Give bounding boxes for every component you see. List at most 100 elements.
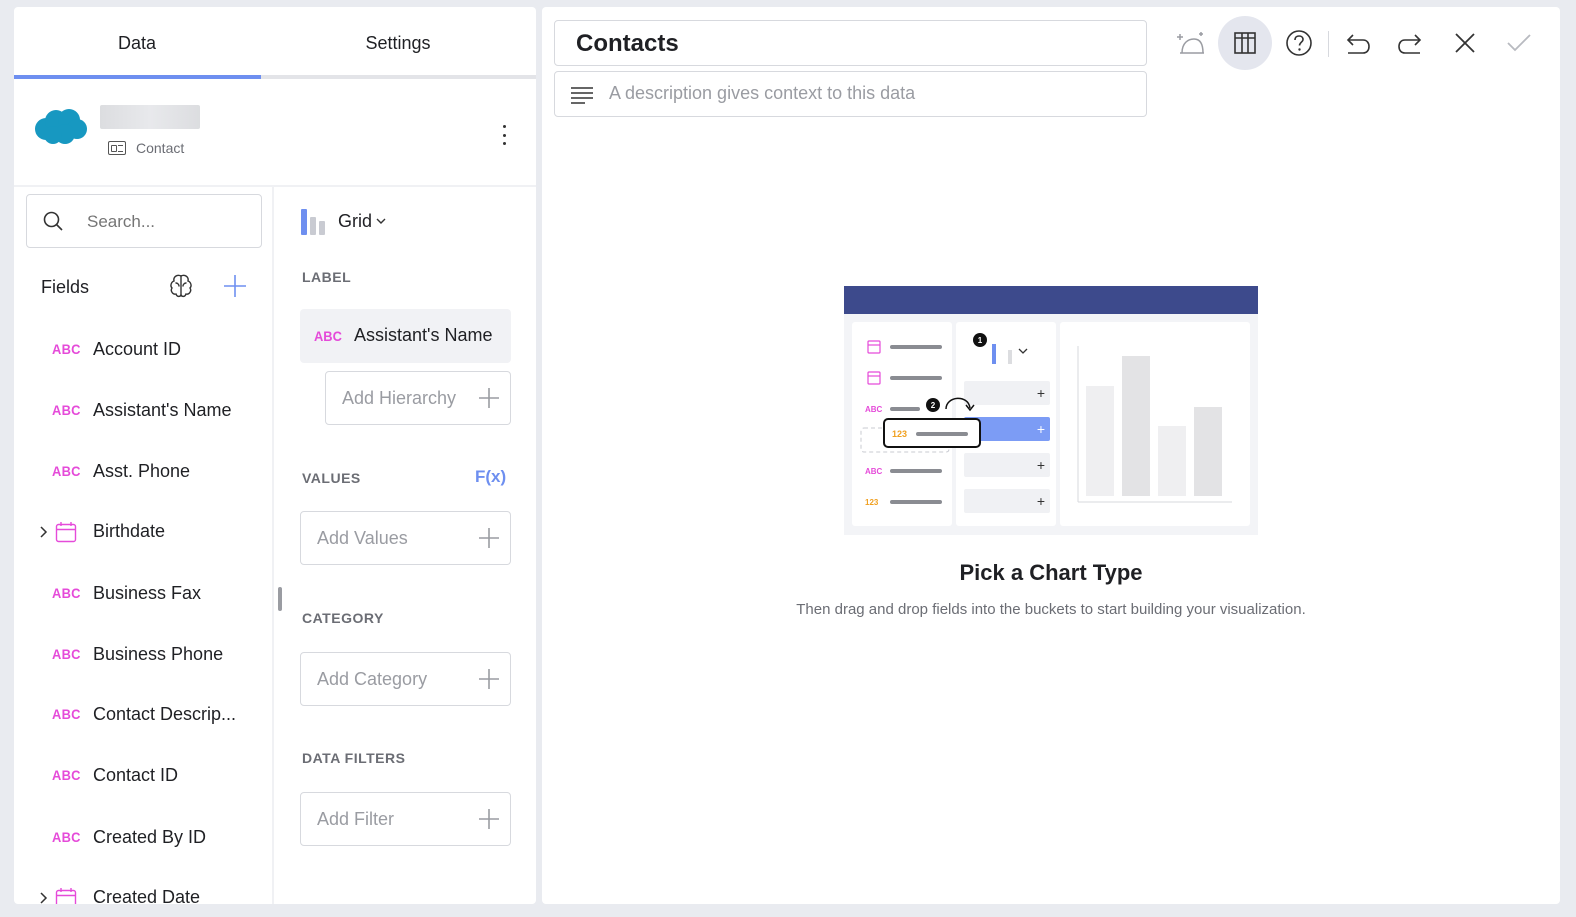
visualization-selector[interactable]: Grid (338, 211, 373, 231)
field-search[interactable] (26, 194, 262, 248)
bucket-field-label: Assistant's Name (354, 325, 493, 345)
field-label: Created Date (93, 887, 201, 904)
fields-column: Fields ABC Account ID ABC Assistant's Na… (14, 187, 274, 904)
illustration-num-label: 123 (865, 498, 879, 507)
fx-button[interactable]: F(x) (475, 467, 507, 486)
visualization-title[interactable]: Contacts (576, 30, 679, 57)
close-icon (1455, 33, 1475, 53)
contact-card-icon (108, 141, 126, 155)
field-item-date[interactable]: Birthdate (14, 513, 272, 553)
more-options-icon[interactable] (494, 121, 514, 149)
text-type-icon: ABC (52, 706, 81, 722)
chevron-right-icon[interactable] (38, 525, 48, 539)
text-type-icon: ABC (52, 585, 81, 601)
data-source-row: Contact (14, 83, 536, 187)
field-label: Birthdate (93, 521, 166, 541)
field-item[interactable]: ABC Business Phone (14, 636, 272, 676)
ai-assistant-icon (1177, 32, 1204, 54)
field-label: Account ID (93, 339, 182, 359)
salesforce-logo-icon (35, 109, 87, 144)
description-lines-icon (571, 87, 593, 104)
add-filter-button[interactable]: Add Filter (300, 792, 511, 846)
illustration-abc-label: ABC (865, 405, 883, 414)
brain-icon[interactable] (168, 273, 194, 299)
label-bucket-field[interactable]: ABC Assistant's Name (300, 309, 511, 363)
add-category-button[interactable]: Add Category (300, 652, 511, 706)
field-item[interactable]: ABC Created By ID (14, 819, 272, 859)
field-item-date[interactable]: Created Date (14, 879, 272, 904)
help-button[interactable] (1272, 16, 1326, 70)
plus-icon (479, 388, 499, 408)
text-type-icon: ABC (314, 328, 342, 344)
field-item[interactable]: ABC Assistant's Name (14, 392, 272, 432)
text-type-icon: ABC (52, 767, 81, 783)
svg-text:+: + (1037, 457, 1045, 473)
add-filter-label: Add Filter (317, 809, 395, 829)
plus-icon (479, 528, 499, 548)
search-input[interactable] (87, 212, 247, 232)
tab-data[interactable]: Data (117, 32, 157, 53)
field-item[interactable]: ABC Contact ID (14, 757, 272, 797)
add-field-icon[interactable] (222, 273, 248, 299)
category-section-title: CATEGORY (302, 610, 384, 626)
field-label: Business Fax (93, 583, 202, 603)
toolbar (1164, 16, 1556, 72)
field-item[interactable]: ABC Account ID (14, 331, 272, 371)
text-type-icon: ABC (52, 341, 81, 357)
add-hierarchy-label: Add Hierarchy (342, 388, 457, 408)
empty-state-title: Pick a Chart Type (959, 560, 1143, 585)
text-type-icon: ABC (52, 402, 81, 418)
editor-tabs: Data Settings (14, 7, 536, 79)
fields-heading: Fields (41, 277, 90, 297)
description-field[interactable] (554, 71, 1147, 117)
filters-section-title: DATA FILTERS (302, 750, 406, 766)
field-label: Created By ID (93, 827, 207, 847)
description-input[interactable] (609, 83, 1129, 104)
ai-assistant-button[interactable] (1164, 16, 1218, 70)
plus-icon (479, 809, 499, 829)
plus-icon (479, 669, 499, 689)
add-values-button[interactable]: Add Values (300, 511, 511, 565)
redo-button[interactable] (1384, 16, 1438, 70)
text-type-icon: ABC (52, 646, 81, 662)
scrollbar-handle[interactable] (278, 587, 282, 611)
chevron-down-icon[interactable] (375, 216, 387, 226)
help-icon (1286, 30, 1312, 56)
grid-view-icon (1234, 32, 1256, 54)
active-tab-indicator (14, 75, 261, 79)
step-one-label: 1 (978, 336, 983, 345)
visualization-panel: Contacts (542, 7, 1560, 904)
data-source-name-redacted (100, 105, 200, 129)
grid-chart-icon[interactable] (301, 209, 329, 235)
field-label: Asst. Phone (93, 461, 191, 481)
field-item[interactable]: ABC Business Fax (14, 575, 272, 615)
calendar-icon (55, 522, 77, 543)
svg-text:+: + (1037, 493, 1045, 509)
undo-button[interactable] (1330, 16, 1384, 70)
grid-view-button[interactable] (1218, 16, 1272, 70)
add-category-label: Add Category (317, 669, 428, 689)
text-type-icon: ABC (52, 463, 81, 479)
chart-type-illustration: ABC ABC 123 + + + + 1 2 123 (844, 286, 1258, 535)
add-hierarchy-button[interactable]: Add Hierarchy (325, 371, 511, 425)
field-label: Contact Descrip... (93, 704, 237, 724)
title-field[interactable]: Contacts (554, 20, 1147, 66)
add-values-label: Add Values (317, 528, 408, 548)
svg-text:+: + (1037, 385, 1045, 401)
text-type-icon: ABC (52, 829, 81, 845)
toolbar-divider (1328, 31, 1329, 57)
chevron-right-icon[interactable] (38, 891, 48, 904)
redo-icon (1398, 34, 1422, 54)
step-two-label: 2 (931, 401, 936, 410)
label-section-title: LABEL (302, 269, 352, 285)
tab-settings[interactable]: Settings (365, 32, 431, 53)
data-source-type: Contact (136, 140, 185, 156)
close-button[interactable] (1438, 16, 1492, 70)
field-item[interactable]: ABC Contact Descrip... (14, 696, 272, 736)
field-label: Business Phone (93, 644, 224, 664)
buckets-column: Grid LABEL ABC Assistant's Name Add Hier… (276, 187, 536, 904)
field-item[interactable]: ABC Asst. Phone (14, 453, 272, 493)
confirm-button[interactable] (1492, 16, 1546, 70)
field-label: Assistant's Name (93, 400, 232, 420)
svg-text:+: + (1037, 421, 1045, 437)
